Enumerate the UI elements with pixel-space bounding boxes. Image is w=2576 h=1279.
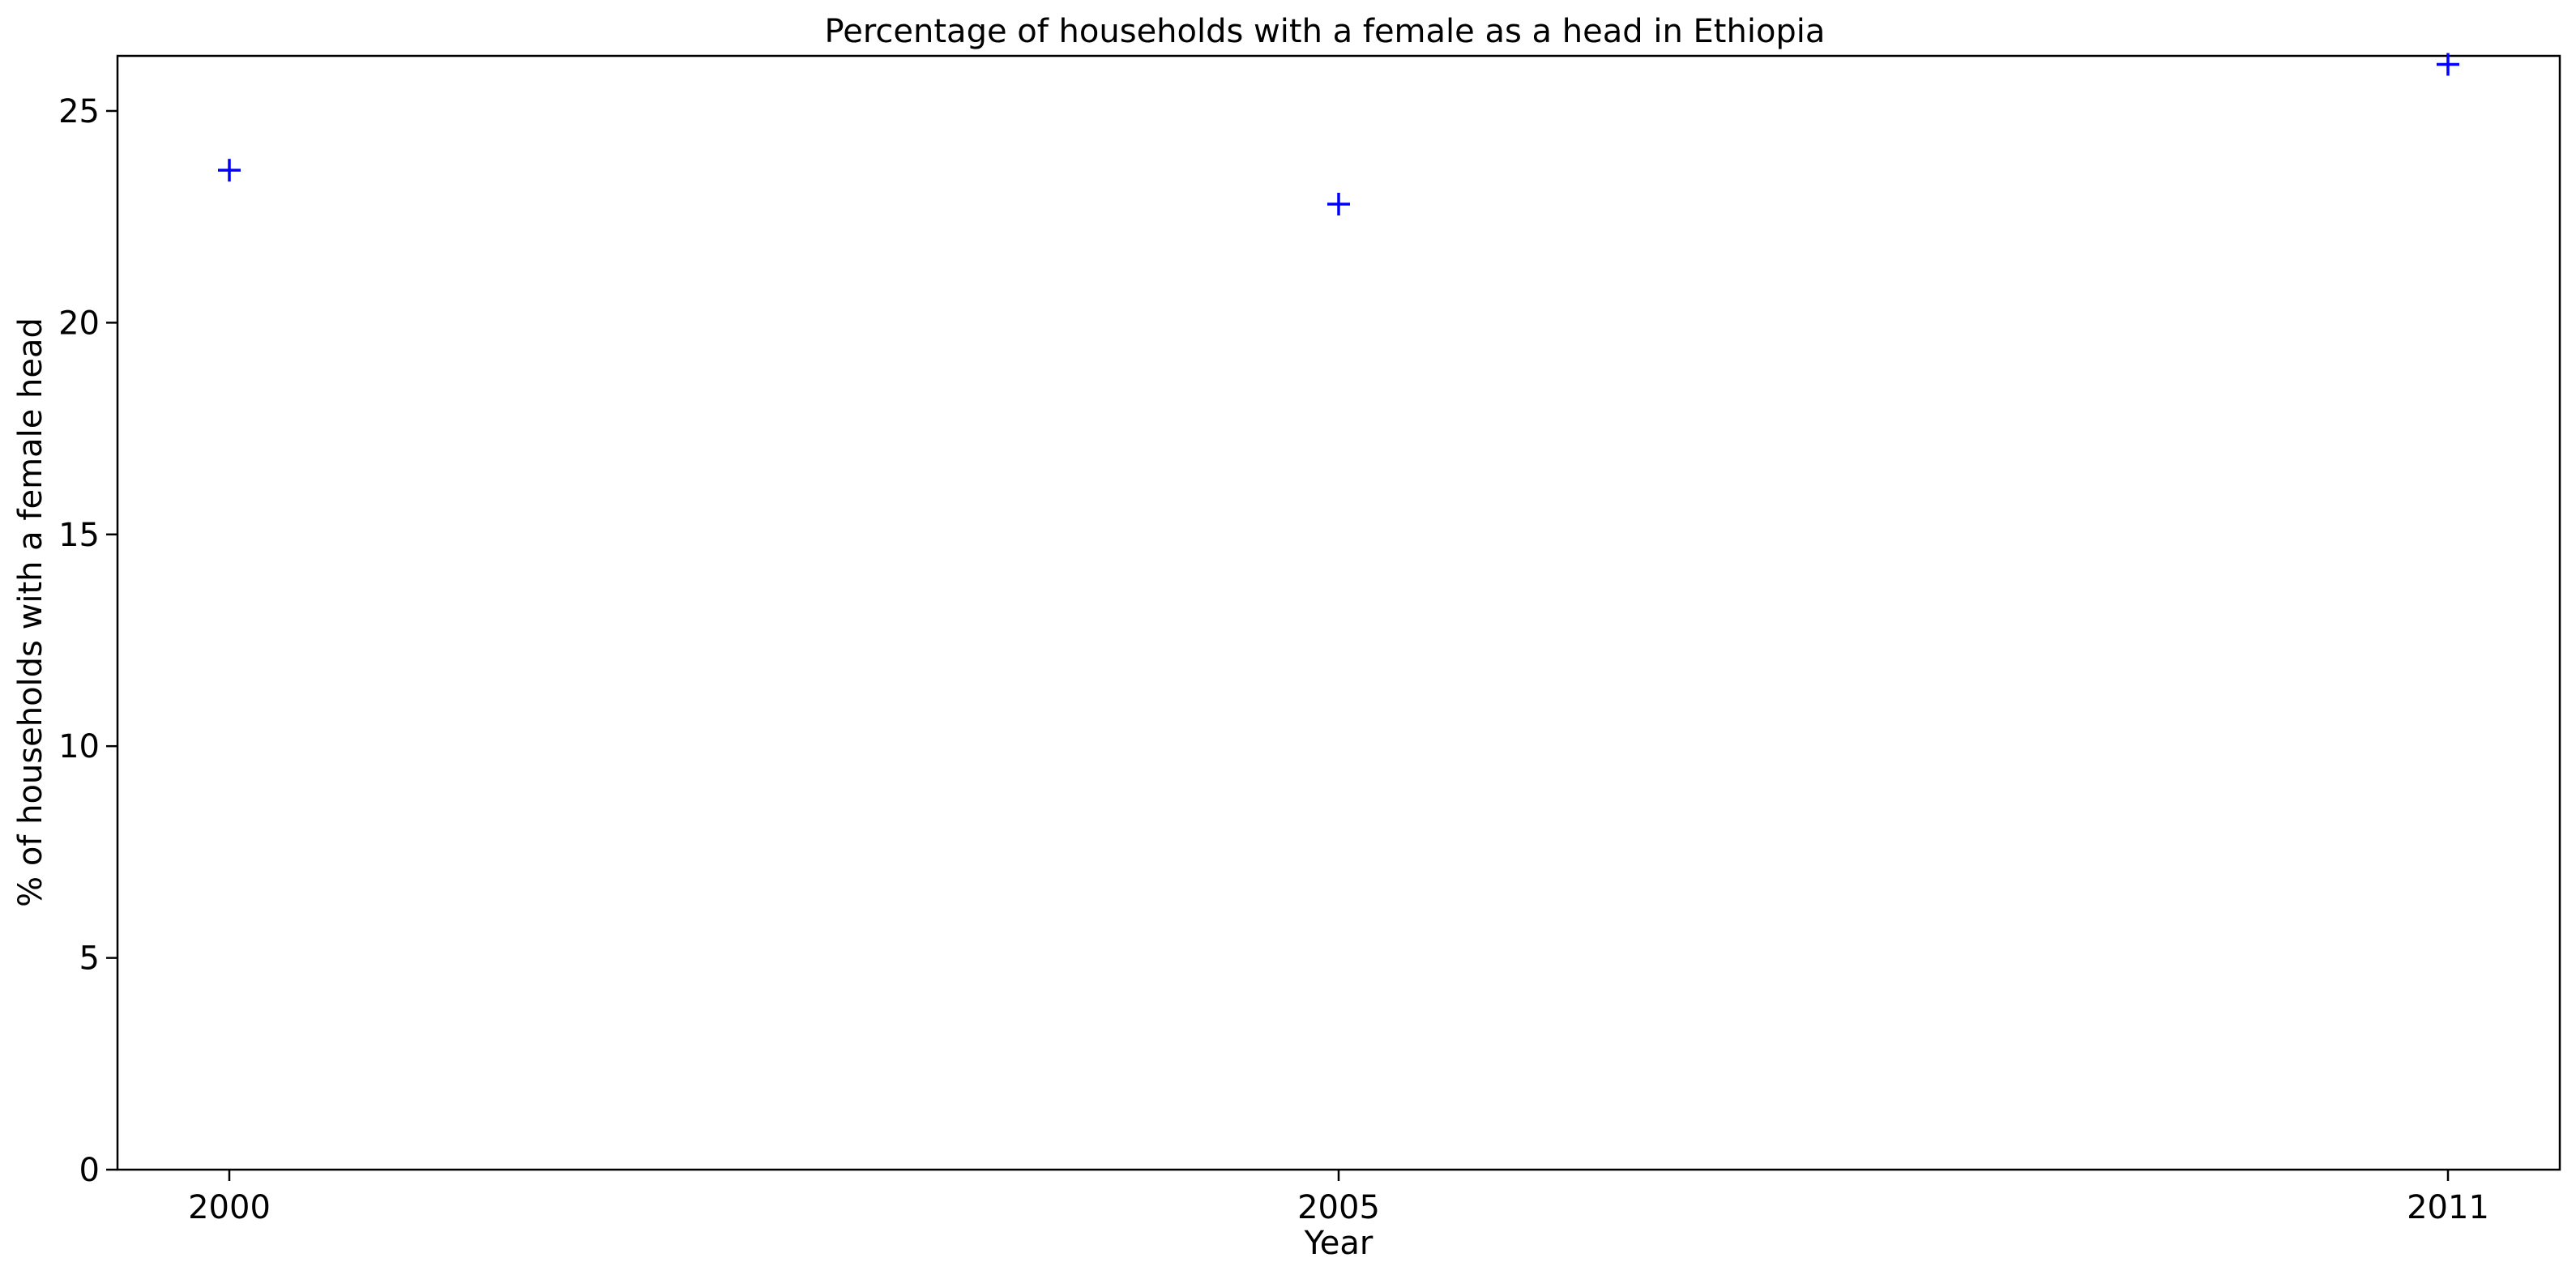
y-tick-label: 15 (58, 517, 100, 554)
y-tick-label: 25 (58, 93, 100, 130)
y-axis-label: % of households with a female head (12, 318, 49, 907)
y-axis-ticks: 0 5 10 15 20 25 (58, 93, 117, 1189)
data-point-marker (1327, 192, 1350, 215)
y-tick-label: 0 (79, 1152, 100, 1189)
y-tick-label: 5 (79, 940, 100, 978)
data-points (218, 53, 2459, 215)
data-point-marker (2437, 53, 2459, 76)
x-axis-ticks: 2000 2005 2011 (188, 1170, 2489, 1226)
chart-title: Percentage of households with a female a… (825, 13, 1826, 50)
x-axis-label: Year (1304, 1225, 1373, 1262)
x-tick-label: 2005 (1297, 1189, 1380, 1226)
y-tick-label: 10 (58, 728, 100, 765)
x-tick-label: 2011 (2407, 1189, 2489, 1226)
data-point-marker (218, 159, 241, 182)
y-tick-label: 20 (58, 305, 100, 342)
x-tick-label: 2000 (188, 1189, 271, 1226)
